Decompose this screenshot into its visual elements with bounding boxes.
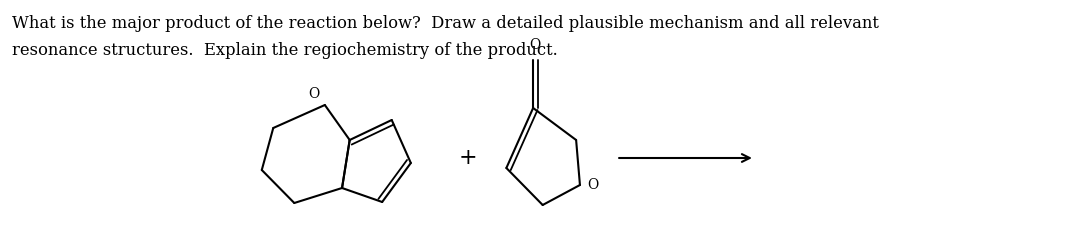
Text: What is the major product of the reaction below?  Draw a detailed plausible mech: What is the major product of the reactio… [13,15,880,32]
Text: resonance structures.  Explain the regiochemistry of the product.: resonance structures. Explain the regioc… [13,42,559,59]
Text: O: O [530,38,540,52]
Text: +: + [459,147,477,169]
Text: O: O [587,178,599,192]
Text: O: O [308,87,319,101]
